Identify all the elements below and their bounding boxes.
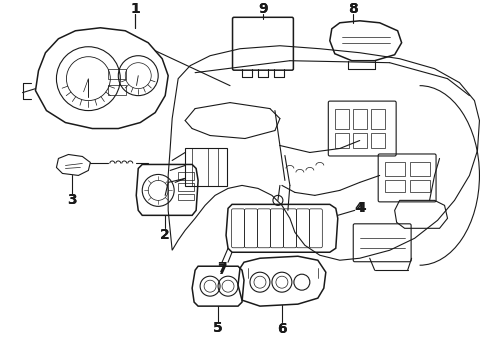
Bar xyxy=(185,148,227,186)
Bar xyxy=(371,109,385,129)
Text: 8: 8 xyxy=(348,2,358,16)
Bar xyxy=(178,183,194,192)
Text: 4: 4 xyxy=(357,201,367,215)
Bar xyxy=(108,85,126,95)
Text: 7: 7 xyxy=(217,261,227,275)
Text: 2: 2 xyxy=(160,228,170,242)
Bar xyxy=(353,109,367,129)
Text: 2: 2 xyxy=(160,228,170,242)
Text: 7: 7 xyxy=(217,263,227,277)
Bar xyxy=(335,132,349,148)
Bar xyxy=(410,162,430,176)
Bar xyxy=(178,194,194,201)
Text: 6: 6 xyxy=(277,322,287,336)
Bar xyxy=(108,69,126,78)
Text: 4: 4 xyxy=(355,201,365,215)
Text: 5: 5 xyxy=(213,321,223,335)
Bar xyxy=(371,132,385,148)
Text: 8: 8 xyxy=(348,2,358,16)
Text: 3: 3 xyxy=(68,193,77,207)
Bar xyxy=(385,162,405,176)
Text: 5: 5 xyxy=(213,321,223,335)
Text: 3: 3 xyxy=(68,193,77,207)
Text: 1: 1 xyxy=(130,2,140,16)
Bar xyxy=(353,132,367,148)
Bar xyxy=(178,172,194,180)
Bar xyxy=(335,109,349,129)
Bar xyxy=(410,180,430,192)
Text: 6: 6 xyxy=(277,322,287,336)
Text: 1: 1 xyxy=(130,2,140,16)
Bar xyxy=(385,180,405,192)
Text: 9: 9 xyxy=(258,2,268,16)
Text: 9: 9 xyxy=(258,2,268,16)
